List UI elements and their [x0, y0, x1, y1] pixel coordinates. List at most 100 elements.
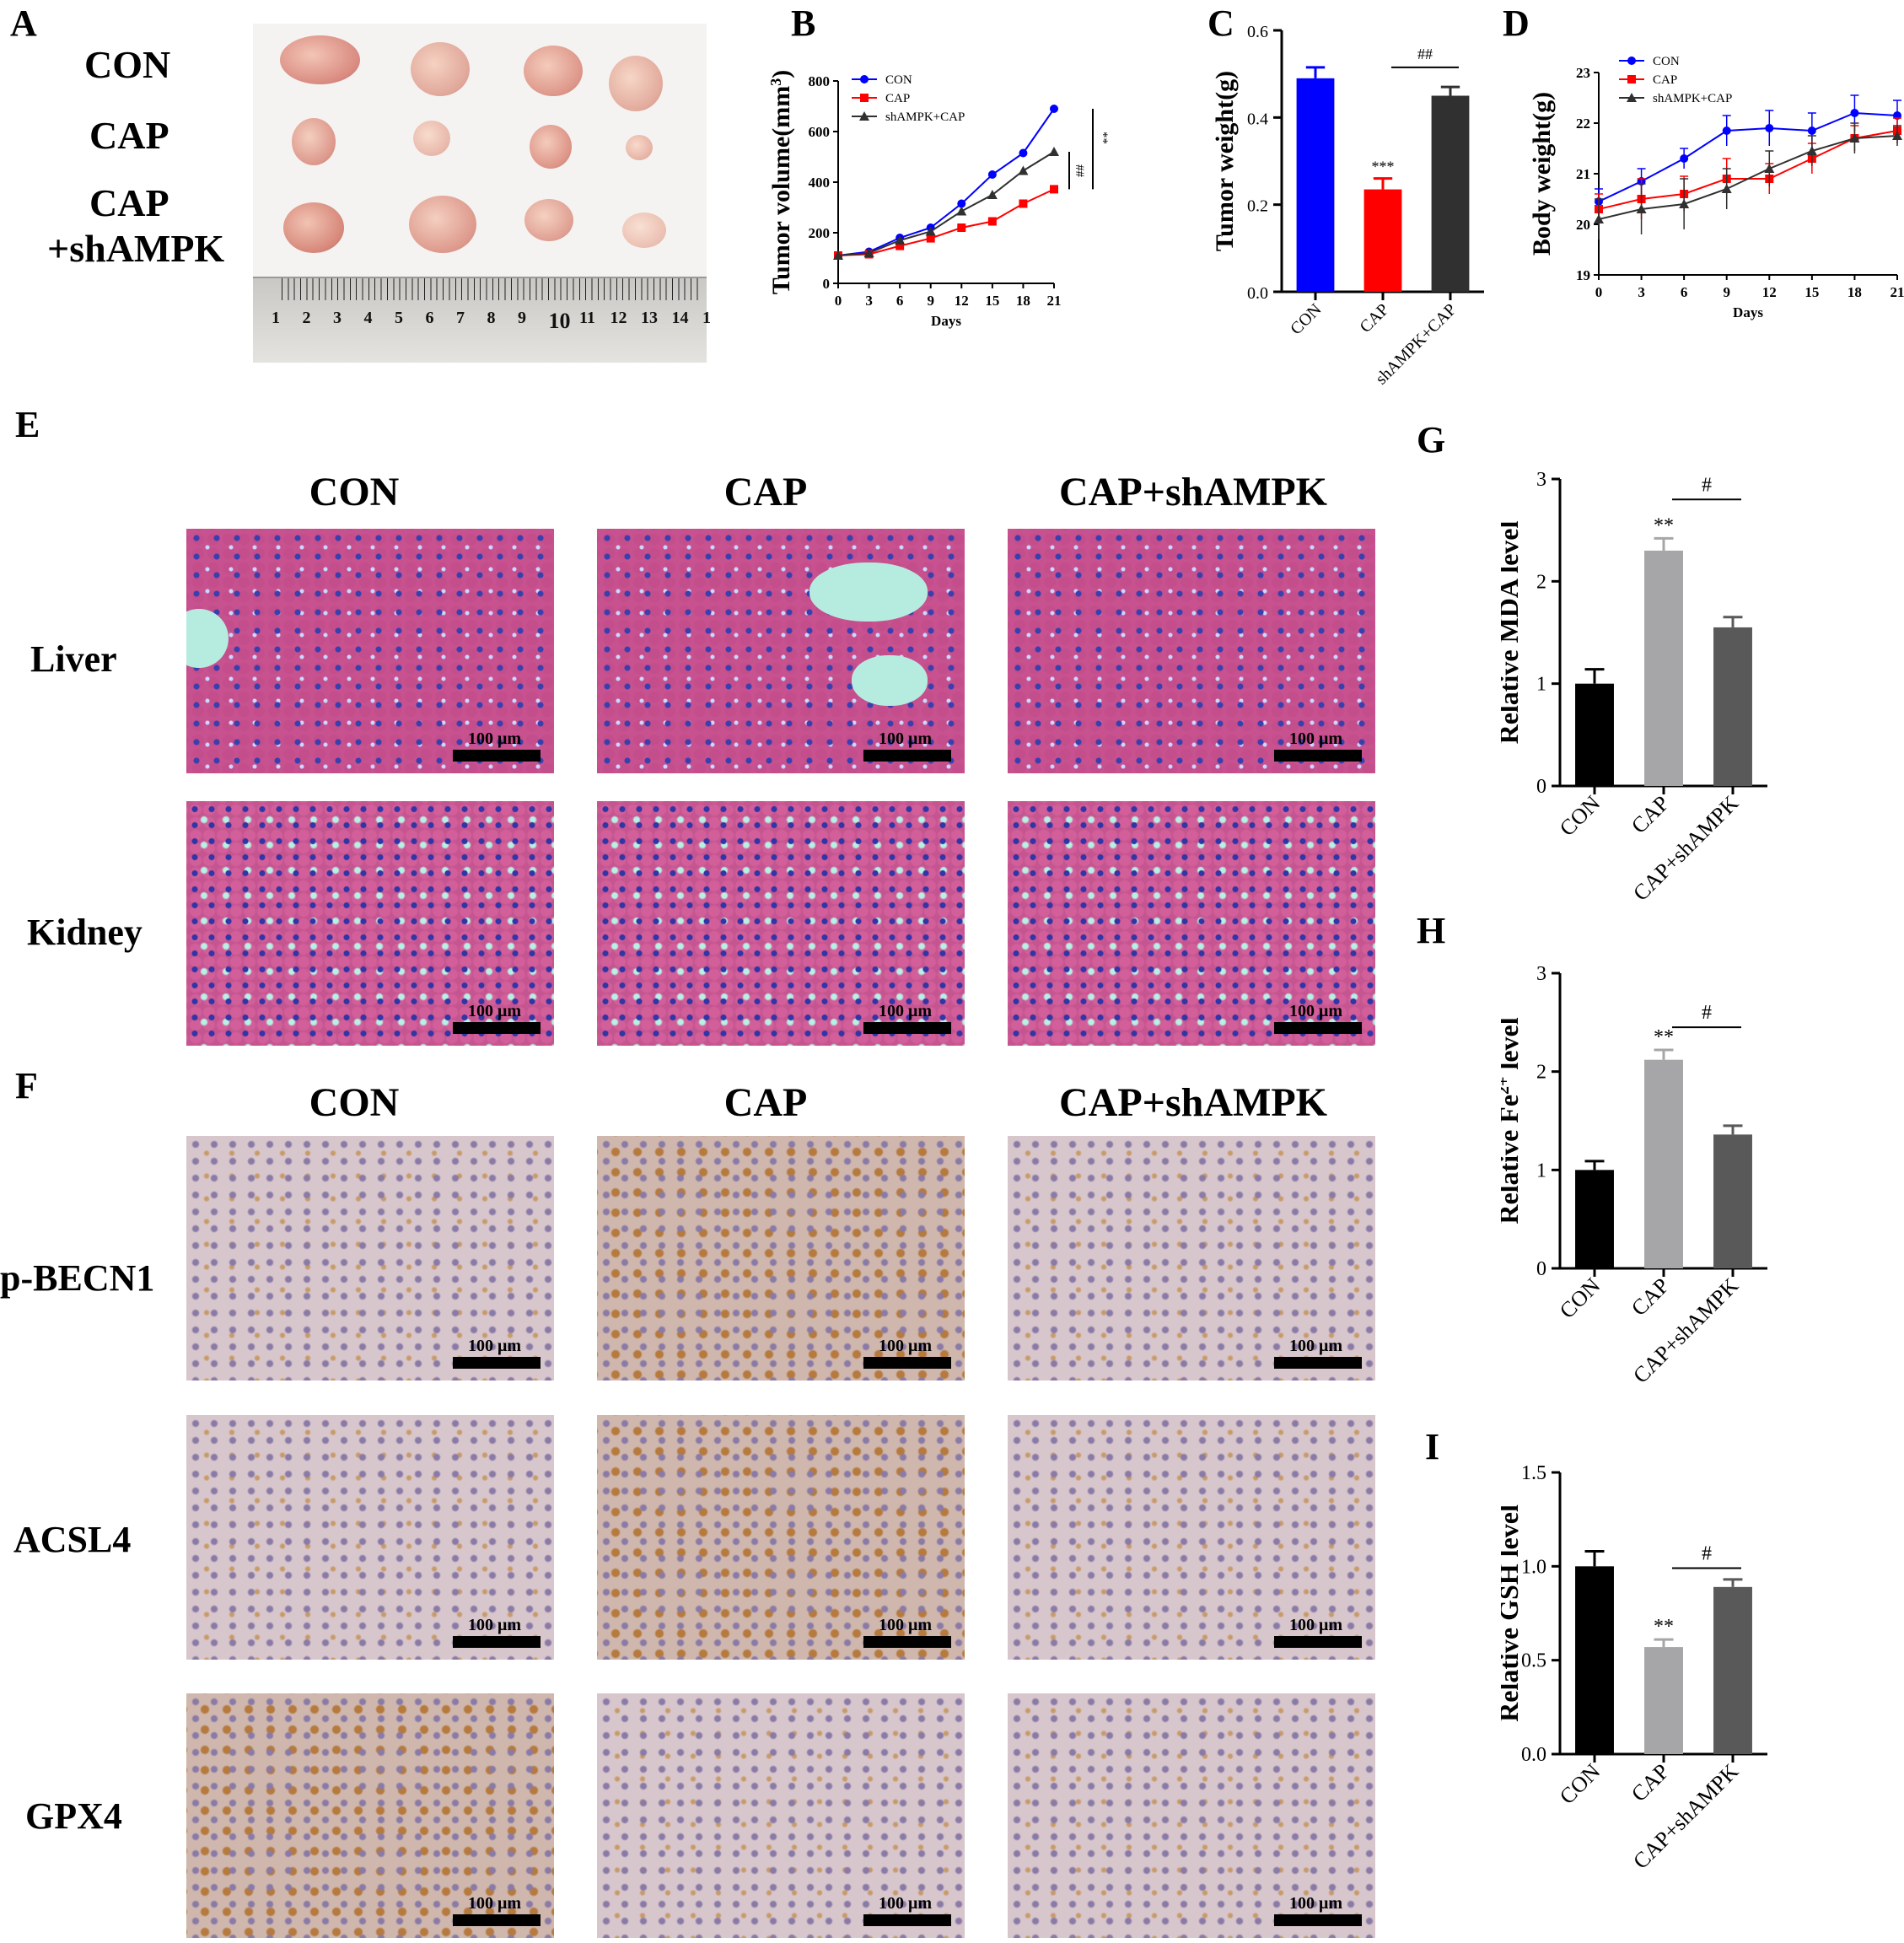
- vessel: [809, 562, 928, 622]
- legend-marker: [1627, 75, 1636, 83]
- data-point: [833, 250, 843, 260]
- panel-label-g: G: [1417, 419, 1446, 460]
- y-tick-label: 0.2: [1247, 197, 1268, 216]
- scale-bar-label: 100 μm: [1289, 1002, 1342, 1020]
- ihc-p-becn1-cap-shampk: [1008, 1136, 1375, 1381]
- scale-bar-label: 100 μm: [468, 1002, 521, 1020]
- group-header-cap-ihc: CAP: [723, 1080, 808, 1125]
- scale-bar-label: 100 μm: [879, 1002, 932, 1020]
- y-tick-label: 400: [809, 175, 831, 191]
- panel-label-h: H: [1417, 910, 1446, 951]
- data-point: [1850, 109, 1859, 117]
- data-point: [1049, 147, 1059, 156]
- bar-CON: [1575, 1170, 1614, 1268]
- data-point: [956, 206, 967, 216]
- row-label-gpx4: GPX4: [25, 1795, 122, 1837]
- data-point: [1679, 199, 1690, 208]
- x-axis-label: Days: [931, 313, 961, 329]
- tumor-photo: 1 2 3 4 5 6 7 8 9 10 11 12 13 14 1: [253, 24, 711, 363]
- legend-marker: [860, 75, 869, 83]
- y-axis-label: Tumor volume(mm3): [767, 70, 795, 295]
- y-tick-label: 0.0: [1247, 284, 1268, 303]
- data-point: [926, 234, 935, 243]
- data-point: [957, 199, 966, 208]
- panel-label-c: C: [1207, 3, 1234, 44]
- tumor: [622, 213, 666, 248]
- data-point: [1019, 148, 1028, 158]
- x-tick-label: CAP: [1627, 1759, 1674, 1806]
- ruler-number: 7: [456, 309, 465, 327]
- x-tick-label: 15: [985, 293, 999, 309]
- y-axis-label: Relative Fe2+ level: [1501, 1017, 1524, 1224]
- x-tick-label: CON: [1555, 1273, 1605, 1323]
- panel-label-d: D: [1503, 3, 1530, 44]
- y-axis-label: Relative GSH level: [1501, 1504, 1524, 1722]
- data-point: [925, 226, 936, 236]
- ruler-number: 14: [671, 309, 689, 327]
- ruler-number: 11: [579, 309, 595, 327]
- chart-body-weight: 19 20 21 22 23 0 3 6 9 12 15 18 21 Days Body weight(g)…: [1528, 55, 1904, 320]
- bar-CAP: [1644, 550, 1683, 786]
- data-point: [895, 235, 906, 245]
- data-point: [1680, 154, 1689, 163]
- scale-bar: [453, 750, 541, 762]
- y-tick-label: 1: [1536, 1160, 1546, 1181]
- data-point: [1721, 184, 1732, 193]
- bar-CAP+shAMPK: [1713, 627, 1752, 786]
- scale-bar-label: 100 μm: [468, 1616, 521, 1634]
- legend-label: shAMPK+CAP: [885, 110, 965, 124]
- scale-bar: [453, 1357, 541, 1369]
- scale-bar-label: 100 μm: [1289, 1337, 1342, 1355]
- y-tick-label: 21: [1576, 166, 1590, 182]
- scale-bar-label: 100 μm: [1289, 1616, 1342, 1634]
- x-tick-label: 6: [1681, 284, 1688, 300]
- ruler-number: 6: [425, 309, 434, 327]
- data-point: [987, 190, 998, 199]
- sig-annotation: **: [1654, 514, 1674, 536]
- tumor: [283, 202, 344, 253]
- legend-label: CAP: [885, 92, 910, 105]
- group-header-con: CON: [309, 470, 400, 514]
- legend-label: CON: [885, 73, 912, 87]
- vessel: [852, 655, 928, 706]
- y-axis-label: Relative MDA level: [1501, 520, 1524, 744]
- x-tick-label: 9: [927, 293, 934, 309]
- scale-bar-label: 100 μm: [879, 729, 932, 748]
- x-tick-label: 9: [1723, 284, 1730, 300]
- scale-bar: [453, 1022, 541, 1034]
- scale-bar: [453, 1636, 541, 1648]
- bar-CAP+shAMPK: [1713, 1586, 1752, 1754]
- he-liver-con: [186, 529, 554, 773]
- row-label-p-becn1: p-BECN1: [0, 1257, 155, 1299]
- x-tick-label: CAP: [1627, 791, 1674, 838]
- x-tick-label: CON: [1555, 791, 1605, 841]
- tumor: [409, 196, 476, 253]
- x-tick-label: 0: [835, 293, 842, 309]
- ruler-number: 3: [333, 309, 342, 327]
- ihc-gpx4-cap-shampk: [1008, 1693, 1375, 1938]
- tumor: [411, 42, 470, 96]
- ihc-gpx4-con: [186, 1693, 554, 1938]
- sig-annotation: #: [1702, 1002, 1712, 1024]
- x-tick-label: 18: [1848, 284, 1862, 300]
- legend-marker: [1627, 93, 1637, 102]
- panel-label-f: F: [15, 1065, 38, 1106]
- he-kidney-cap-shampk: [1008, 801, 1375, 1046]
- ruler-number: 2: [302, 309, 311, 327]
- y-tick-label: 1: [1536, 674, 1546, 696]
- ruler-number: 8: [487, 309, 496, 327]
- panel-label-a: A: [10, 3, 37, 44]
- ruler-number: 9: [518, 309, 526, 327]
- scale-bar-label: 100 μm: [468, 729, 521, 748]
- scale-bar-label: 100 μm: [468, 1894, 521, 1913]
- ruler-number: 1: [272, 309, 280, 327]
- scale-bar-label: 100 μm: [468, 1337, 521, 1355]
- data-point: [1018, 165, 1029, 175]
- tumor: [292, 118, 336, 165]
- row-label-kidney: Kidney: [27, 912, 143, 953]
- y-tick-label: 0: [823, 276, 831, 292]
- panel-label-b: B: [791, 3, 816, 44]
- ruler-number: 1: [702, 309, 711, 327]
